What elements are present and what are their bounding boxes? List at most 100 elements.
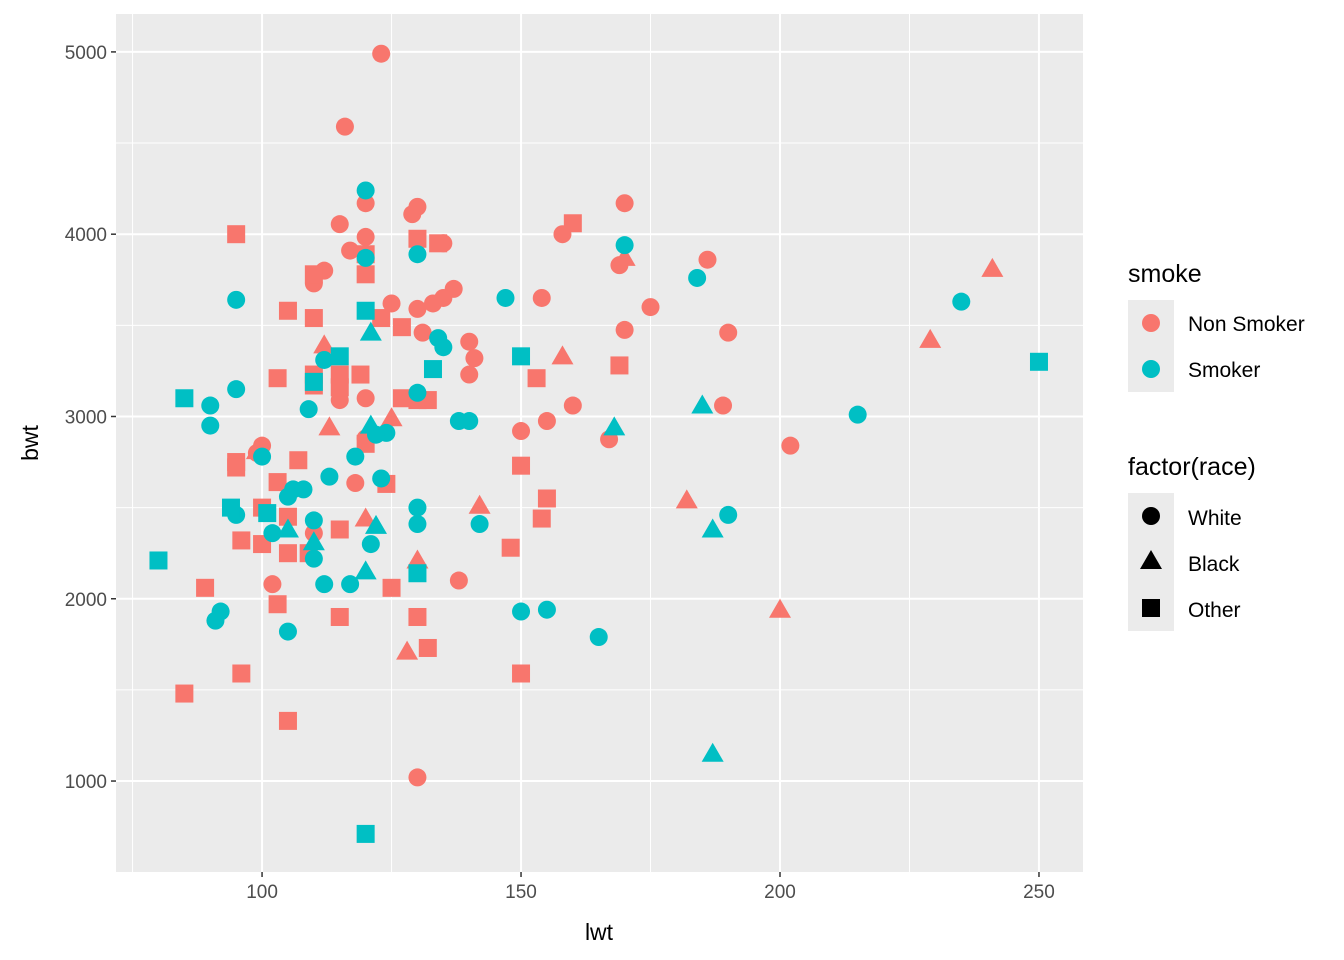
- point-non-smoker-black: [551, 345, 574, 365]
- point-non-smoker-other: [196, 578, 215, 597]
- point-non-smoker-other: [527, 369, 546, 388]
- point-non-smoker-other: [227, 458, 246, 477]
- legend-title-race: factor(race): [1128, 453, 1256, 481]
- point-non-smoker-other: [268, 595, 287, 614]
- y-tick-label: 4000: [65, 225, 107, 246]
- point-non-smoker-white: [537, 412, 556, 431]
- point-non-smoker-other: [304, 265, 323, 284]
- point-non-smoker-black: [313, 334, 336, 354]
- point-smoker-white: [408, 498, 427, 517]
- point-non-smoker-white: [382, 294, 401, 313]
- point-non-smoker-white: [356, 194, 375, 213]
- point-non-smoker-other: [392, 389, 411, 408]
- point-smoker-other: [512, 347, 531, 366]
- y-tick-label: 1000: [65, 772, 107, 793]
- point-smoker-black: [603, 416, 626, 436]
- legend-key-white: [1142, 507, 1160, 525]
- legend-label-white: White: [1188, 507, 1242, 530]
- point-smoker-white: [537, 600, 556, 619]
- point-non-smoker-other: [537, 489, 556, 508]
- point-non-smoker-other: [268, 473, 287, 492]
- point-smoker-white: [470, 515, 489, 534]
- point-non-smoker-other: [382, 578, 401, 597]
- point-smoker-white: [952, 292, 971, 311]
- point-smoker-white: [356, 248, 375, 267]
- point-non-smoker-black: [354, 507, 377, 527]
- x-tick-label: 150: [505, 882, 537, 903]
- point-smoker-white: [253, 447, 272, 466]
- point-non-smoker-other: [289, 451, 308, 470]
- point-non-smoker-other: [304, 309, 323, 328]
- point-non-smoker-white: [408, 299, 427, 318]
- point-non-smoker-other: [512, 456, 531, 475]
- point-non-smoker-other: [512, 664, 531, 683]
- point-non-smoker-other: [330, 520, 349, 539]
- point-smoker-white: [408, 245, 427, 264]
- y-tick-label: 3000: [65, 407, 107, 428]
- point-non-smoker-other: [330, 607, 349, 626]
- point-smoker-white: [278, 622, 297, 641]
- point-non-smoker-other: [429, 234, 448, 253]
- point-non-smoker-white: [615, 194, 634, 213]
- point-smoker-white: [615, 236, 634, 255]
- legend-label-smoker: Smoker: [1188, 359, 1260, 382]
- point-non-smoker-other: [532, 509, 551, 528]
- point-non-smoker-white: [403, 205, 422, 224]
- point-non-smoker-other: [232, 531, 251, 550]
- y-tick-label: 2000: [65, 590, 107, 611]
- point-smoker-white: [341, 575, 360, 594]
- x-tick-label: 250: [1023, 882, 1055, 903]
- point-non-smoker-white: [330, 215, 349, 234]
- point-smoker-white: [408, 515, 427, 534]
- y-tick-label: 5000: [65, 43, 107, 64]
- point-non-smoker-black: [981, 257, 1004, 277]
- point-smoker-white: [356, 181, 375, 200]
- point-non-smoker-white: [714, 396, 733, 415]
- point-smoker-other: [408, 564, 427, 583]
- point-smoker-white: [346, 447, 365, 466]
- point-non-smoker-black: [406, 549, 429, 569]
- point-smoker-white: [315, 575, 334, 594]
- point-smoker-black: [354, 560, 377, 580]
- point-smoker-white: [201, 396, 220, 415]
- point-smoker-other: [356, 824, 375, 843]
- legend-key-smoker: [1142, 360, 1160, 378]
- point-non-smoker-other: [563, 214, 582, 233]
- point-non-smoker-black: [396, 640, 419, 660]
- point-smoker-white: [512, 602, 531, 621]
- legend-label-other: Other: [1188, 599, 1241, 622]
- point-non-smoker-white: [641, 298, 660, 317]
- point-smoker-black: [691, 394, 714, 414]
- point-non-smoker-white: [335, 117, 354, 136]
- point-non-smoker-black: [318, 416, 341, 436]
- point-non-smoker-other: [175, 684, 194, 703]
- point-non-smoker-black: [769, 598, 792, 618]
- point-smoker-white: [460, 412, 479, 431]
- point-smoker-white: [320, 467, 339, 486]
- point-smoker-other: [221, 498, 240, 517]
- point-smoker-white: [848, 405, 867, 424]
- point-non-smoker-other: [268, 369, 287, 388]
- point-non-smoker-other: [610, 356, 629, 375]
- axes: 100 150 200 250 1000 2000 3000 4000 5000: [65, 43, 1055, 903]
- point-smoker-white: [372, 469, 391, 488]
- point-non-smoker-white: [263, 575, 282, 594]
- x-tick-label: 200: [764, 882, 796, 903]
- point-non-smoker-other: [408, 229, 427, 248]
- point-non-smoker-white: [408, 768, 427, 787]
- point-non-smoker-other: [356, 265, 375, 284]
- point-smoker-white: [278, 487, 297, 506]
- point-smoker-other: [356, 301, 375, 320]
- point-non-smoker-black: [468, 494, 491, 514]
- point-non-smoker-white: [512, 422, 531, 441]
- point-smoker-white: [304, 511, 323, 530]
- point-smoker-black: [365, 514, 388, 534]
- point-non-smoker-white: [698, 250, 717, 269]
- point-smoker-white: [294, 480, 313, 499]
- point-non-smoker-other: [227, 225, 246, 244]
- point-non-smoker-other: [278, 301, 297, 320]
- point-smoker-white: [496, 288, 515, 307]
- point-smoker-white: [688, 268, 707, 287]
- point-smoker-white: [227, 290, 246, 309]
